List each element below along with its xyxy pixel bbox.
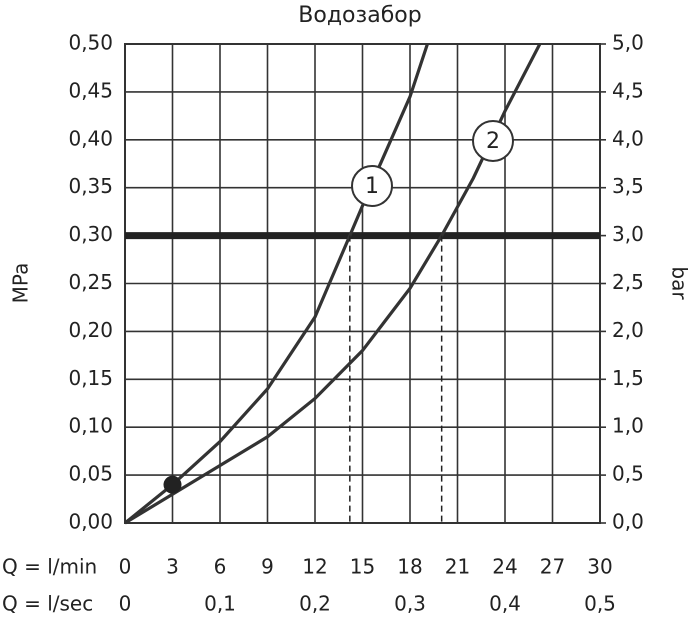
x-tick-label: 15 — [350, 555, 375, 579]
x-axis-label: Q = l/min — [2, 555, 97, 579]
x-tick-label: 27 — [540, 555, 565, 579]
y-tick-label: 0,00 — [68, 510, 113, 534]
y2-tick-label: 4,0 — [612, 126, 644, 150]
x2-tick-label: 0,3 — [394, 592, 426, 616]
y2-axis-label: bar — [668, 266, 690, 300]
y2-tick-label: 3,5 — [612, 174, 644, 198]
y-tick-label: 0,05 — [68, 462, 113, 486]
x-tick-label: 6 — [214, 555, 227, 579]
y2-tick-label: 5,0 — [612, 31, 644, 55]
x2-tick-label: 0,1 — [204, 592, 236, 616]
y2-tick-label: 4,5 — [612, 78, 644, 102]
x2-tick-label: 0 — [119, 592, 132, 616]
y-tick-label: 0,25 — [68, 270, 113, 294]
y2-tick-label: 0,5 — [612, 462, 644, 486]
x2-tick-label: 0,5 — [584, 592, 616, 616]
x2-tick-label: 0,4 — [489, 592, 521, 616]
y2-tick-label: 2,5 — [612, 270, 644, 294]
y-tick-label: 0,40 — [68, 126, 113, 150]
x2-axis-label: Q = l/sec — [2, 592, 93, 616]
y-tick-label: 0,45 — [68, 78, 113, 102]
x-tick-label: 24 — [492, 555, 517, 579]
x-tick-label: 18 — [397, 555, 422, 579]
y2-tick-label: 3,0 — [612, 222, 644, 246]
y2-tick-label: 0,0 — [612, 510, 644, 534]
x-tick-label: 9 — [261, 555, 274, 579]
y-tick-label: 0,35 — [68, 174, 113, 198]
x-tick-label: 0 — [119, 555, 132, 579]
marker — [164, 476, 182, 494]
y-tick-label: 0,10 — [68, 414, 113, 438]
y-tick-label: 0,50 — [68, 31, 113, 55]
y2-tick-label: 2,0 — [612, 318, 644, 342]
x-tick-label: 3 — [166, 555, 179, 579]
series-label: 1 — [365, 174, 379, 199]
x-tick-label: 12 — [302, 555, 327, 579]
y2-tick-label: 1,0 — [612, 414, 644, 438]
y-tick-label: 0,20 — [68, 318, 113, 342]
chart-title: Водозабор — [298, 3, 421, 28]
x-tick-label: 21 — [445, 555, 470, 579]
y-axis-label: MPa — [9, 263, 33, 304]
series-label: 2 — [486, 129, 500, 154]
y-tick-label: 0,15 — [68, 366, 113, 390]
x2-tick-label: 0,2 — [299, 592, 331, 616]
y2-tick-label: 1,5 — [612, 366, 644, 390]
y-tick-label: 0,30 — [68, 222, 113, 246]
x-tick-label: 30 — [587, 555, 612, 579]
